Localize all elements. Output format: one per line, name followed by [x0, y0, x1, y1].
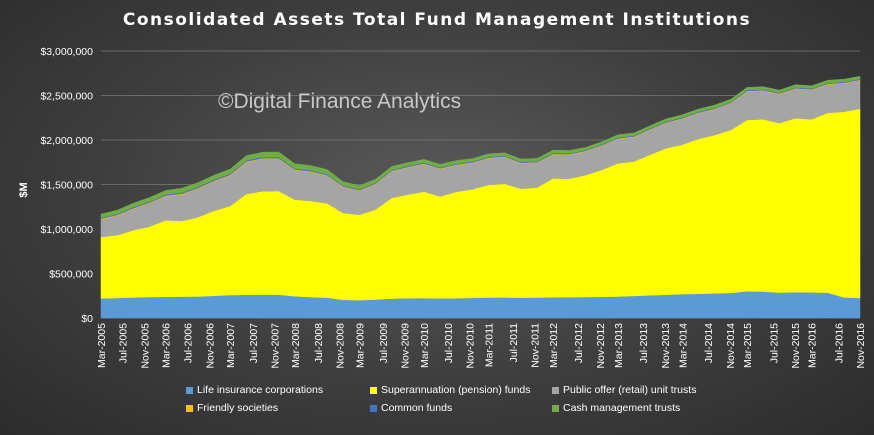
- legend-item: Friendly societies: [186, 402, 370, 414]
- y-axis-tick-labels: $0 $500,000 $1,000,000 $1,500,000 $2,000,000…: [40, 46, 93, 325]
- x-tick-label: Jul-2005: [118, 323, 130, 363]
- x-tick-label: Jul-2008: [313, 323, 325, 363]
- x-tick-label: Nov-2006: [204, 323, 216, 369]
- x-axis-tick-labels: Mar-2005 Jul-2005 Nov-2005 Mar-2006 Jul-2006…: [96, 323, 867, 369]
- legend-label: Common funds: [381, 402, 453, 414]
- legend-item: Life insurance corporations: [186, 384, 370, 396]
- x-tick-label: Mar-2008: [290, 323, 302, 368]
- x-tick-label: Nov-2012: [595, 323, 607, 369]
- y-tick-label: $1,000,000: [40, 224, 93, 236]
- legend-label: Superannuation (pension) funds: [381, 384, 531, 396]
- x-tick-label: Nov-2016: [855, 323, 867, 369]
- series-areas: [100, 76, 861, 319]
- x-tick-label: Jul-2014: [703, 323, 715, 363]
- y-tick-label: $2,500,000: [40, 91, 93, 103]
- x-tick-label: Mar-2013: [613, 323, 625, 368]
- chart-title: Consolidated Assets Total Fund Managemen…: [122, 10, 752, 30]
- legend-item: Public offer (retail) unit trusts: [552, 384, 746, 396]
- x-tick-label: Nov-2010: [465, 323, 477, 369]
- y-tick-label: $2,000,000: [40, 135, 93, 147]
- y-tick-label: $0: [81, 313, 93, 325]
- y-tick-label: $1,500,000: [40, 180, 93, 192]
- legend-swatch: [186, 404, 193, 412]
- legend-label: Cash management trusts: [563, 402, 681, 414]
- x-tick-label: Mar-2007: [225, 323, 237, 368]
- x-tick-label: Nov-2009: [400, 323, 412, 369]
- x-tick-label: Nov-2013: [660, 323, 672, 369]
- x-tick-label: Nov-2015: [790, 323, 802, 369]
- x-tick-label: Nov-2005: [139, 323, 151, 369]
- x-tick-label: Nov-2011: [530, 323, 542, 368]
- x-tick-label: Jul-2012: [573, 323, 585, 363]
- x-tick-label: Jul-2016: [833, 323, 845, 363]
- legend-item: Cash management trusts: [552, 402, 746, 414]
- watermark-text: ©Digital Finance Analytics: [218, 90, 461, 113]
- legend-item: Common funds: [370, 402, 552, 414]
- x-tick-label: Jul-2006: [183, 323, 195, 363]
- x-tick-label: Jul-2015: [768, 323, 780, 363]
- x-tick-label: Jul-2010: [443, 323, 455, 363]
- x-tick-label: Nov-2014: [725, 323, 737, 369]
- legend-label: Public offer (retail) unit trusts: [563, 384, 697, 396]
- x-tick-label: Mar-2014: [677, 323, 689, 368]
- x-tick-label: Jul-2009: [378, 323, 390, 363]
- x-tick-label: Mar-2015: [742, 323, 754, 368]
- x-tick-label: Jul-2011: [508, 323, 520, 363]
- x-tick-label: Mar-2016: [807, 323, 819, 368]
- legend-item: Superannuation (pension) funds: [370, 384, 552, 396]
- legend-swatch: [552, 386, 559, 394]
- x-tick-label: Nov-2007: [270, 323, 282, 369]
- x-tick-label: Mar-2011: [484, 323, 496, 367]
- legend: Life insurance corporations Superannuatio…: [186, 384, 746, 414]
- x-tick-label: Mar-2006: [161, 323, 173, 368]
- x-tick-label: Mar-2005: [96, 323, 108, 368]
- x-tick-label: Mar-2010: [419, 323, 431, 368]
- y-tick-label: $3,000,000: [40, 46, 93, 58]
- legend-label: Friendly societies: [197, 402, 279, 414]
- legend-label: Life insurance corporations: [197, 384, 324, 396]
- y-tick-label: $500,000: [49, 269, 93, 281]
- x-tick-label: Jul-2007: [248, 323, 260, 363]
- x-tick-label: Jul-2013: [638, 323, 650, 363]
- legend-swatch: [370, 404, 377, 412]
- y-axis-label: $M: [18, 182, 30, 197]
- legend-swatch: [552, 404, 559, 412]
- area-series-cash-management-trusts: [100, 76, 861, 219]
- x-tick-label: Mar-2012: [548, 323, 560, 368]
- x-tick-label: Nov-2008: [335, 323, 347, 369]
- legend-swatch: [186, 386, 193, 394]
- legend-swatch: [370, 386, 377, 394]
- x-tick-label: Mar-2009: [354, 323, 366, 368]
